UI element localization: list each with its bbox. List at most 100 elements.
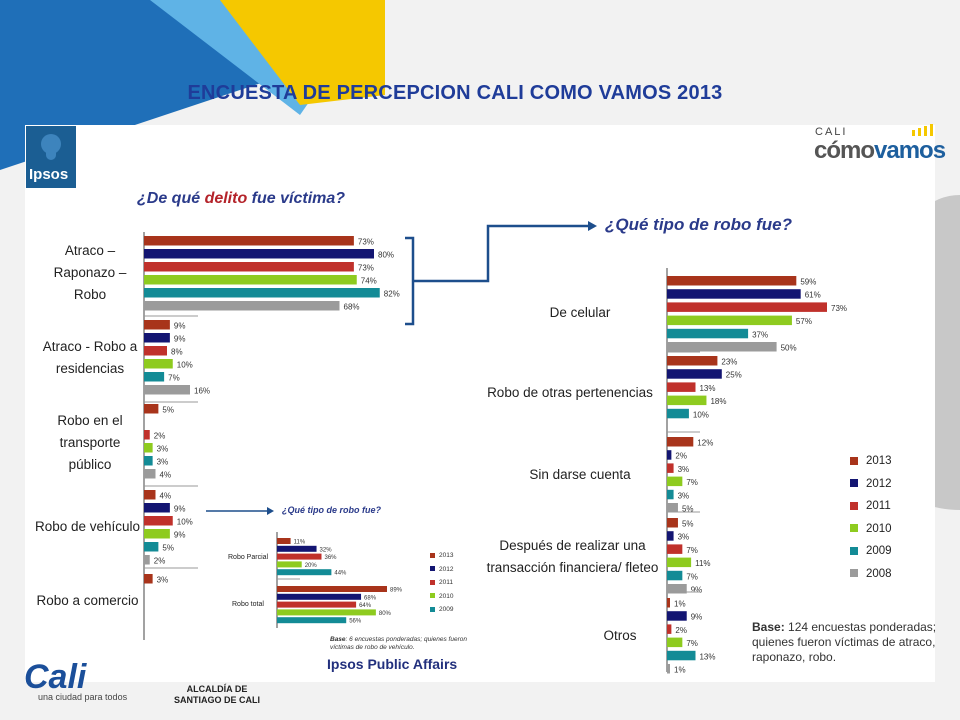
legend-label: 2009 bbox=[866, 545, 892, 557]
yellow-band bbox=[220, 0, 385, 105]
bar bbox=[667, 382, 696, 392]
mini-arrow-icon bbox=[267, 507, 274, 515]
mini-legend-swatch bbox=[430, 566, 435, 572]
left-category-4: Robo de vehículo bbox=[34, 519, 141, 534]
right-category-1: De celular bbox=[549, 305, 611, 320]
legend-item: 2011 bbox=[850, 500, 891, 512]
bar bbox=[667, 437, 694, 447]
bar bbox=[667, 342, 777, 352]
left-question: ¿De qué delito fue víctima? bbox=[137, 190, 345, 208]
bar bbox=[144, 404, 159, 414]
charts-canvas: 73%9%5%4%3%80%9%9%73%8%2%10%74%10%3%9%82… bbox=[143, 221, 847, 675]
bar bbox=[667, 664, 670, 674]
bar bbox=[667, 503, 678, 513]
ipsos-logo: Ipsos bbox=[26, 126, 76, 188]
bar bbox=[144, 469, 156, 479]
bar bbox=[667, 276, 797, 286]
data-label: 68% bbox=[344, 303, 360, 312]
mini-legend-item: 2010 bbox=[430, 593, 453, 600]
data-label: 10% bbox=[177, 361, 193, 370]
bar bbox=[667, 598, 670, 608]
bar bbox=[144, 490, 156, 500]
data-label: 18% bbox=[710, 397, 726, 406]
data-label: 2% bbox=[675, 626, 687, 635]
data-label: 74% bbox=[361, 277, 377, 286]
mini-legend-label: 2011 bbox=[439, 579, 453, 586]
mini-legend-item: 2009 bbox=[430, 606, 453, 613]
legend-item: 2013 bbox=[850, 455, 892, 467]
mini-legend-item: 2012 bbox=[430, 566, 453, 573]
mini-legend-label: 2012 bbox=[439, 565, 454, 573]
mini-legend-swatch bbox=[430, 552, 435, 558]
data-label: 57% bbox=[796, 317, 812, 326]
bar bbox=[667, 369, 722, 379]
data-label: 9% bbox=[174, 335, 186, 344]
bar bbox=[667, 408, 689, 419]
bar bbox=[667, 518, 678, 528]
bar bbox=[144, 372, 165, 382]
bar bbox=[144, 516, 173, 526]
right-question: ¿Qué tipo de robo fue? bbox=[605, 215, 792, 234]
data-label: 2% bbox=[675, 452, 687, 461]
como-text: cómo bbox=[814, 137, 875, 164]
mini-legend-swatch bbox=[430, 593, 435, 599]
bar bbox=[144, 385, 190, 395]
mini-legend-label: 2013 bbox=[439, 552, 454, 559]
legend-swatch bbox=[850, 456, 858, 465]
bar bbox=[667, 450, 672, 460]
right-category-3: Sin darse cuenta bbox=[529, 467, 631, 482]
arrow-head-icon bbox=[588, 221, 597, 231]
bar bbox=[277, 593, 362, 600]
data-label: 20% bbox=[305, 563, 318, 569]
left-category-3: Robo en el transporte público bbox=[57, 413, 123, 472]
data-label: 7% bbox=[686, 572, 698, 581]
legend-swatch bbox=[850, 546, 858, 555]
left-question-part-2: fue víctima? bbox=[247, 190, 346, 207]
bar bbox=[144, 288, 380, 298]
data-label: 9% bbox=[691, 586, 703, 595]
bar bbox=[667, 328, 749, 339]
bar bbox=[277, 538, 291, 544]
bar bbox=[667, 531, 674, 541]
bar bbox=[144, 333, 170, 343]
mini-question: ¿Qué tipo de robo fue? bbox=[282, 505, 381, 515]
data-label: 23% bbox=[721, 358, 737, 367]
mini-base-text: : 6 encuestas ponderadas; quienes fueron… bbox=[330, 636, 467, 651]
data-label: 9% bbox=[174, 505, 186, 514]
left-category-2: Atraco - Robo a residencias bbox=[42, 339, 138, 376]
data-label: 12% bbox=[697, 439, 713, 448]
signal-bars-icon bbox=[912, 124, 933, 136]
bar bbox=[667, 302, 827, 312]
alcaldia-logo: ALCALDÍA DE SANTIAGO DE CALI bbox=[162, 684, 272, 706]
bar bbox=[667, 584, 687, 594]
data-label: 3% bbox=[157, 458, 169, 467]
data-label: 68% bbox=[364, 595, 377, 601]
legend-label: 2013 bbox=[866, 455, 892, 467]
bar bbox=[144, 456, 153, 466]
ipsos-logo-text: Ipsos bbox=[29, 166, 69, 183]
data-label: 8% bbox=[171, 348, 183, 357]
right-base-text: 124 encuestas ponderadas; quienes fueron… bbox=[752, 620, 937, 664]
bar bbox=[277, 569, 332, 576]
bar bbox=[144, 262, 354, 272]
data-label: 1% bbox=[674, 600, 686, 609]
cali-logo: Cali bbox=[24, 658, 87, 696]
data-label: 3% bbox=[678, 491, 690, 500]
bracket-connector bbox=[405, 224, 590, 326]
data-label: 64% bbox=[359, 603, 372, 609]
bar bbox=[667, 463, 674, 473]
data-label: 4% bbox=[160, 471, 172, 480]
data-label: 89% bbox=[390, 588, 403, 594]
data-label: 5% bbox=[162, 544, 174, 553]
mini-legend-swatch bbox=[430, 606, 435, 612]
left-category-1: Atraco – Raponazo – Robo bbox=[53, 243, 127, 302]
left-category-5: Robo a comercio bbox=[36, 593, 139, 608]
data-label: 73% bbox=[831, 304, 847, 313]
data-label: 73% bbox=[358, 238, 374, 247]
data-label: 82% bbox=[384, 290, 400, 299]
alcaldia-line-2: SANTIAGO DE CALI bbox=[173, 695, 260, 705]
bar bbox=[667, 637, 683, 648]
bar bbox=[667, 315, 792, 326]
legend-swatch bbox=[850, 569, 858, 578]
legend-swatch bbox=[850, 501, 858, 510]
